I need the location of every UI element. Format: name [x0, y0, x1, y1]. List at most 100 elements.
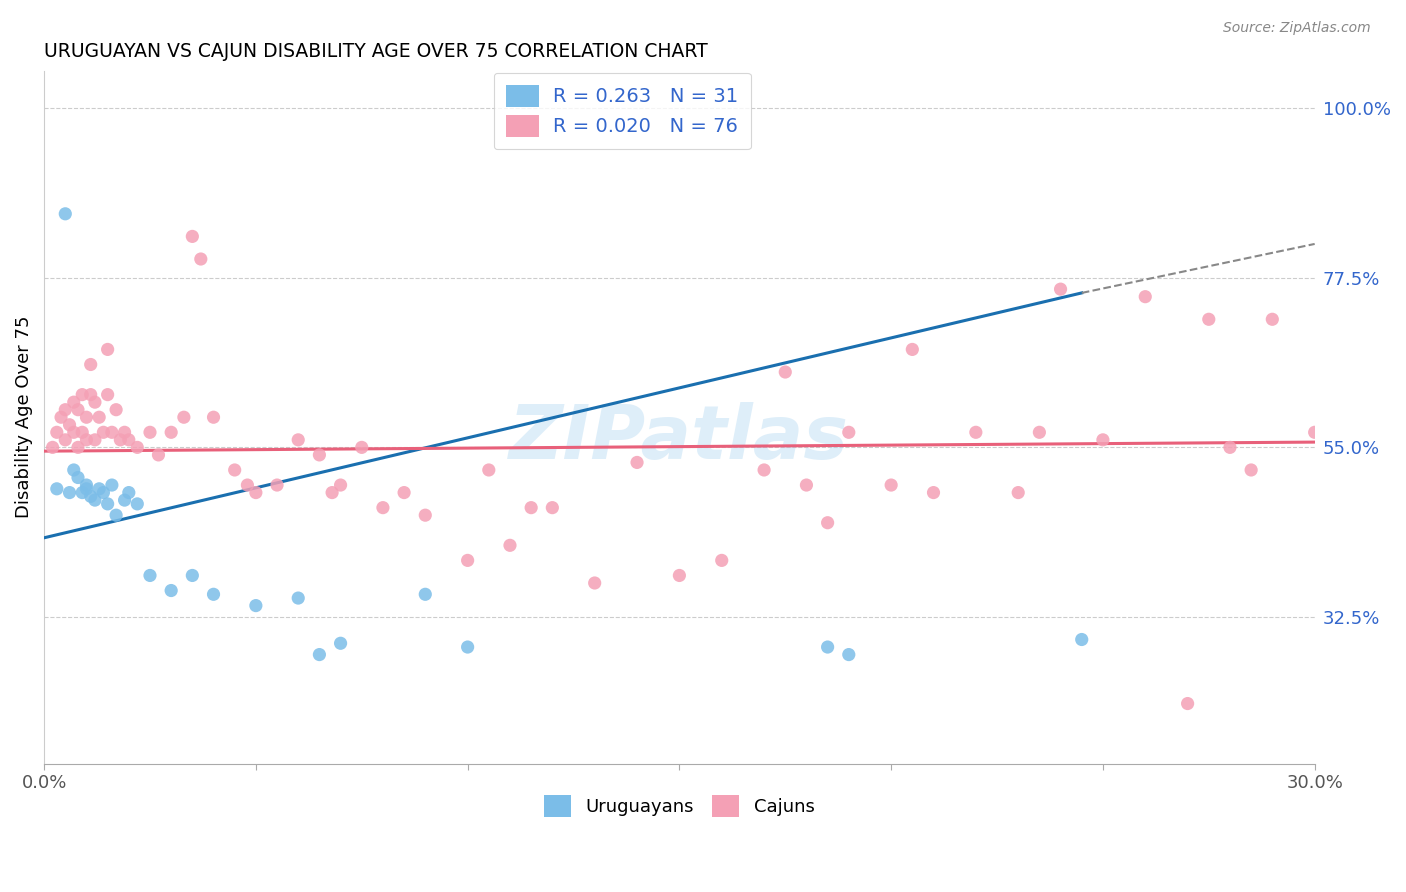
Point	[127, 497, 149, 511]
Point	[880, 478, 903, 492]
Text: Source: ZipAtlas.com: Source: ZipAtlas.com	[1223, 21, 1371, 35]
Point	[70, 425, 93, 440]
Point	[922, 485, 945, 500]
Point	[181, 229, 204, 244]
Point	[58, 417, 80, 432]
Point	[817, 516, 839, 530]
Point	[75, 433, 97, 447]
Point	[80, 387, 103, 401]
Point	[626, 455, 648, 469]
Point	[75, 410, 97, 425]
Point	[1198, 312, 1220, 326]
Point	[287, 591, 309, 605]
Point	[1049, 282, 1071, 296]
Point	[1070, 632, 1092, 647]
Point	[84, 433, 107, 447]
Point	[668, 568, 690, 582]
Point	[89, 482, 111, 496]
Point	[45, 482, 67, 496]
Point	[901, 343, 924, 357]
Point	[118, 485, 141, 500]
Point	[245, 485, 267, 500]
Point	[308, 648, 330, 662]
Point	[127, 441, 149, 455]
Point	[478, 463, 501, 477]
Point	[75, 478, 97, 492]
Point	[965, 425, 987, 440]
Point	[752, 463, 775, 477]
Point	[139, 425, 162, 440]
Point	[93, 485, 115, 500]
Point	[541, 500, 564, 515]
Point	[371, 500, 394, 515]
Point	[236, 478, 259, 492]
Point	[308, 448, 330, 462]
Point	[97, 497, 120, 511]
Point	[97, 343, 120, 357]
Point	[266, 478, 288, 492]
Point	[817, 640, 839, 654]
Point	[70, 387, 93, 401]
Point	[457, 553, 479, 567]
Point	[202, 587, 225, 601]
Point	[457, 640, 479, 654]
Point	[321, 485, 343, 500]
Y-axis label: Disability Age Over 75: Disability Age Over 75	[15, 316, 32, 518]
Point	[520, 500, 543, 515]
Point	[75, 482, 97, 496]
Point	[413, 587, 436, 601]
Point	[190, 252, 212, 266]
Point	[93, 425, 115, 440]
Point	[80, 489, 103, 503]
Point	[62, 395, 84, 409]
Point	[160, 425, 183, 440]
Point	[329, 478, 352, 492]
Point	[118, 433, 141, 447]
Point	[392, 485, 415, 500]
Point	[1177, 697, 1199, 711]
Point	[62, 463, 84, 477]
Point	[114, 493, 136, 508]
Point	[1091, 433, 1114, 447]
Point	[173, 410, 195, 425]
Point	[583, 576, 606, 591]
Point	[41, 441, 63, 455]
Point	[838, 425, 860, 440]
Point	[1007, 485, 1029, 500]
Point	[775, 365, 797, 379]
Point	[181, 568, 204, 582]
Point	[1028, 425, 1050, 440]
Point	[101, 478, 124, 492]
Point	[89, 410, 111, 425]
Point	[224, 463, 246, 477]
Point	[202, 410, 225, 425]
Point	[80, 358, 103, 372]
Text: ZIPatlas: ZIPatlas	[509, 401, 849, 475]
Point	[710, 553, 733, 567]
Point	[66, 402, 89, 417]
Point	[114, 425, 136, 440]
Point	[62, 425, 84, 440]
Text: URUGUAYAN VS CAJUN DISABILITY AGE OVER 75 CORRELATION CHART: URUGUAYAN VS CAJUN DISABILITY AGE OVER 7…	[44, 42, 707, 61]
Point	[499, 538, 522, 552]
Point	[66, 441, 89, 455]
Point	[160, 583, 183, 598]
Point	[70, 485, 93, 500]
Point	[139, 568, 162, 582]
Point	[84, 493, 107, 508]
Point	[53, 433, 76, 447]
Point	[413, 508, 436, 523]
Point	[796, 478, 818, 492]
Point	[53, 402, 76, 417]
Point	[245, 599, 267, 613]
Point	[148, 448, 170, 462]
Point	[1240, 463, 1263, 477]
Point	[350, 441, 373, 455]
Point	[838, 648, 860, 662]
Point	[97, 387, 120, 401]
Point	[1303, 425, 1326, 440]
Point	[287, 433, 309, 447]
Legend: Uruguayans, Cajuns: Uruguayans, Cajuns	[537, 788, 823, 824]
Point	[45, 425, 67, 440]
Point	[49, 410, 72, 425]
